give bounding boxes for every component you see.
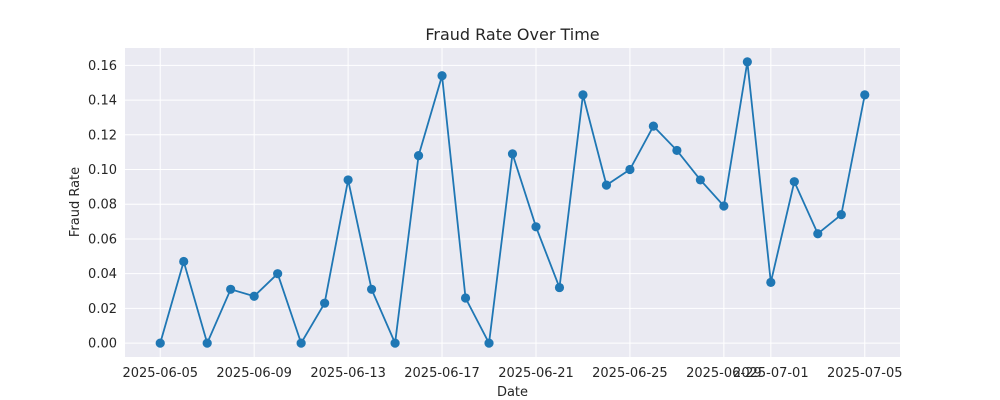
data-point [625,164,635,175]
data-point [226,284,236,294]
data-point [155,338,165,348]
data-point [273,269,283,279]
data-point [719,201,729,211]
y-tick-label: 0.04 [88,267,117,282]
x-tick-label: 2025-06-09 [216,366,292,381]
data-point [554,282,565,293]
data-point [531,222,541,232]
data-point [742,57,752,67]
y-tick-label: 0.16 [88,59,117,74]
y-tick-label: 0.14 [88,94,117,109]
y-tick-label: 0.00 [88,337,117,352]
y-tick-label: 0.06 [88,232,117,247]
data-point [249,291,259,301]
plot-background [125,48,900,357]
data-point [437,71,447,81]
x-tick-label: 2025-06-17 [404,366,480,381]
data-point [343,175,353,185]
data-point [766,277,776,287]
data-point [484,338,494,348]
data-point [860,90,870,100]
data-point [320,298,330,308]
data-point [813,229,823,239]
x-tick-label: 2025-07-05 [827,366,903,381]
data-point [695,175,705,185]
y-tick-label: 0.12 [88,128,117,143]
data-point [601,180,612,190]
x-tick-label: 2025-06-13 [310,366,386,381]
data-point [648,121,659,131]
x-tick-label: 2025-06-05 [122,366,198,381]
data-point [789,177,799,187]
data-point [578,90,588,100]
x-tick-label: 2025-07-01 [733,366,809,381]
data-point [179,256,189,267]
data-point [507,149,518,159]
data-point [296,338,306,348]
x-tick-label: 2025-06-21 [498,366,574,381]
y-axis-label: Fraud Rate [68,167,83,237]
data-point [460,293,471,303]
data-point [413,151,424,161]
y-tick-label: 0.10 [88,163,117,178]
y-tick-label: 0.02 [88,302,117,317]
x-tick-label: 2025-06-25 [592,366,668,381]
y-tick-label: 0.08 [88,198,117,213]
x-tick-label: 2025-06-29 [686,366,762,381]
data-point [836,210,846,220]
chart-title: Fraud Rate Over Time [425,25,599,44]
data-point [390,338,400,348]
plot-area: 0.00 0.02 0.04 0.06 0.08 0.10 0.12 0.14 0.16 2025… [88,48,903,381]
data-point [672,145,682,156]
data-point [366,284,377,294]
x-axis-label: Date [497,385,528,400]
data-point [202,338,212,348]
